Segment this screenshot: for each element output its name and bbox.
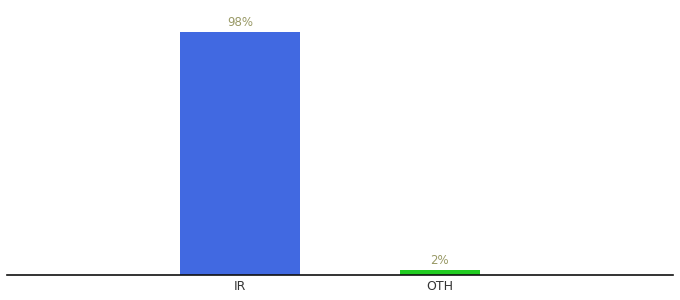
Text: 98%: 98% [227, 16, 253, 29]
Bar [400, 269, 480, 275]
Text: 2%: 2% [430, 254, 449, 267]
Bar [180, 32, 300, 274]
